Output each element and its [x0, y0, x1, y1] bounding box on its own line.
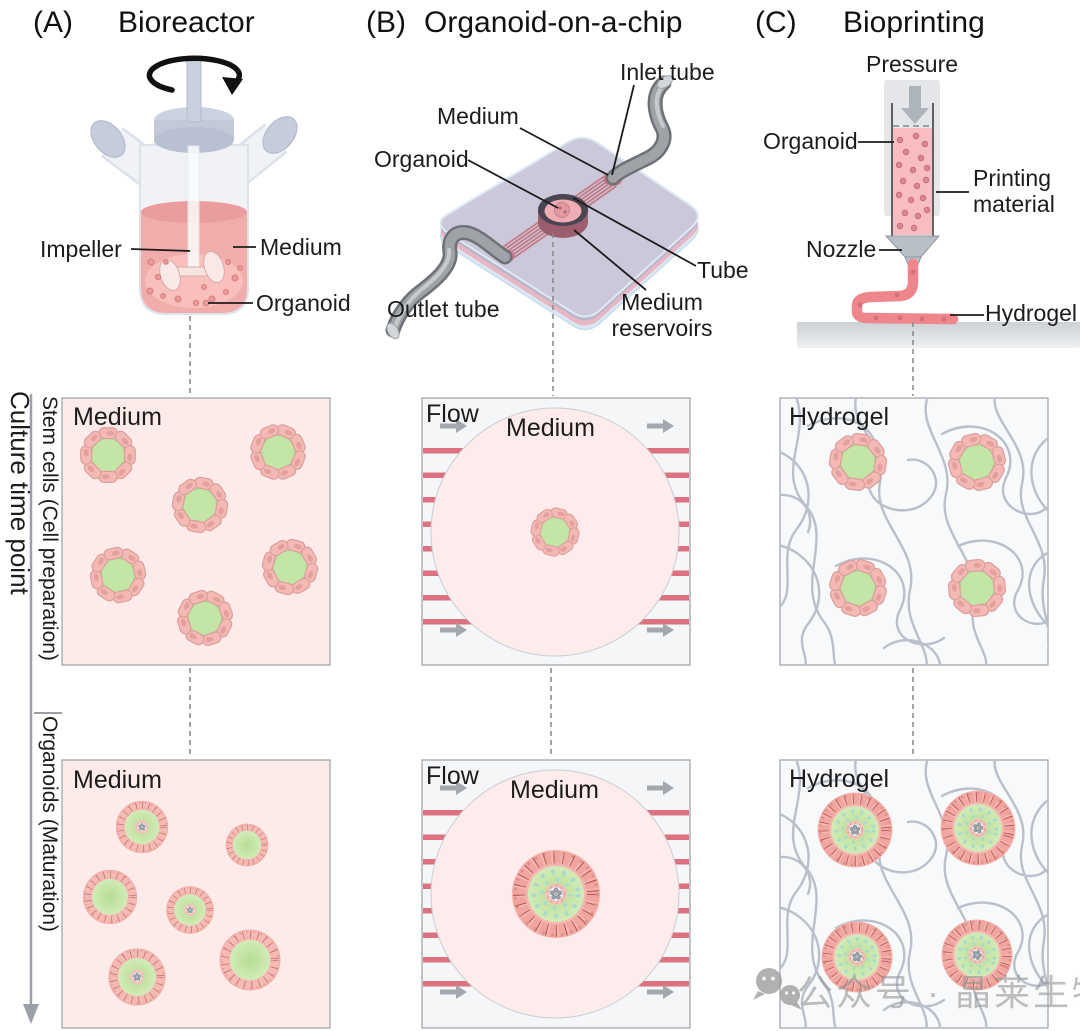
impeller-label: Impeller: [40, 236, 122, 262]
panel-c1-label: Hydrogel: [789, 403, 890, 431]
printing-platform: [797, 322, 1080, 348]
nozzle-label: Nozzle: [806, 236, 877, 262]
pressure-label: Pressure: [866, 51, 959, 77]
pressure-arrow: [901, 108, 929, 124]
panel-c-tag: (C): [755, 6, 797, 39]
extruded-filament: [851, 258, 959, 325]
chip-organoid: [554, 202, 570, 218]
watermark-text: 公众号 · 晶莱生物: [797, 972, 1080, 1013]
inlet-tube: [605, 75, 672, 186]
impeller-disc: [203, 251, 225, 283]
outlet-tube: [385, 225, 513, 338]
bioreactor-illustration: [90, 55, 298, 315]
panel-b-tag: (B): [366, 6, 406, 39]
organoid-c-label: Organoid: [763, 128, 858, 154]
panel-a-title: Bioreactor: [118, 6, 255, 39]
chip-pointer-lines: [467, 84, 697, 291]
printing-material-label: Printing material: [973, 165, 1055, 217]
panel-b1-medium-label: Medium: [506, 414, 595, 442]
hydrogel-label: Hydrogel: [985, 300, 1078, 326]
nozzle: [884, 235, 941, 258]
axis-stage-top: Stem cells (Cell preparation): [38, 396, 61, 661]
bioreactor-left-port-cap: [90, 120, 126, 158]
bioreactor-lid: [154, 127, 234, 153]
panel-a1-label: Medium: [73, 403, 162, 431]
rotation-arrow: [146, 55, 243, 93]
medium-a-label: Medium: [260, 234, 342, 260]
syringe-organoid-dots: [895, 132, 931, 232]
medium-reservoirs-label: Medium reservoirs: [611, 289, 713, 341]
dashed-connectors: [189, 233, 914, 757]
wechat-logo: [753, 968, 802, 1010]
panel-b1-flow-label: Flow: [426, 400, 479, 428]
tube-label: Tube: [697, 257, 749, 283]
culture-time-axis: [23, 394, 62, 1024]
outlet-tube-label: Outlet tube: [387, 296, 500, 322]
bioreactor-shaft-top: [186, 59, 202, 123]
medium-b-label: Medium: [437, 103, 519, 129]
panel-a-tag: (A): [33, 6, 73, 39]
panel-a2-label: Medium: [73, 766, 162, 794]
bioreactor-shaft: [187, 145, 200, 273]
inlet-tube-label: Inlet tube: [620, 59, 715, 85]
panel-b-title: Organoid-on-a-chip: [424, 6, 683, 39]
panel-c2-label: Hydrogel: [789, 765, 890, 793]
bioprinter-illustration: [797, 80, 1080, 348]
axis-stage-bottom: Organoids (Maturation): [38, 716, 61, 932]
bioreactor-pointer-lines: [130, 246, 256, 304]
chip-illustration: [385, 75, 700, 340]
panel-b2-flow-label: Flow: [426, 762, 479, 790]
bioreactor-right-port-cap: [262, 116, 298, 154]
printer-pointer-lines: [858, 141, 984, 316]
panel-c-title: Bioprinting: [843, 6, 985, 39]
organoid-a-label: Organoid: [256, 290, 351, 316]
axis-title: Culture time point: [5, 391, 35, 595]
bioreactor-organoid-dots: [146, 258, 243, 307]
panel-b2-organoid: [512, 850, 600, 938]
filament-organoid-dots: [857, 269, 947, 322]
organoid-b-label: Organoid: [374, 146, 469, 172]
panel-b2-medium-label: Medium: [510, 776, 599, 804]
time-axis-arrowhead: [23, 1004, 39, 1024]
